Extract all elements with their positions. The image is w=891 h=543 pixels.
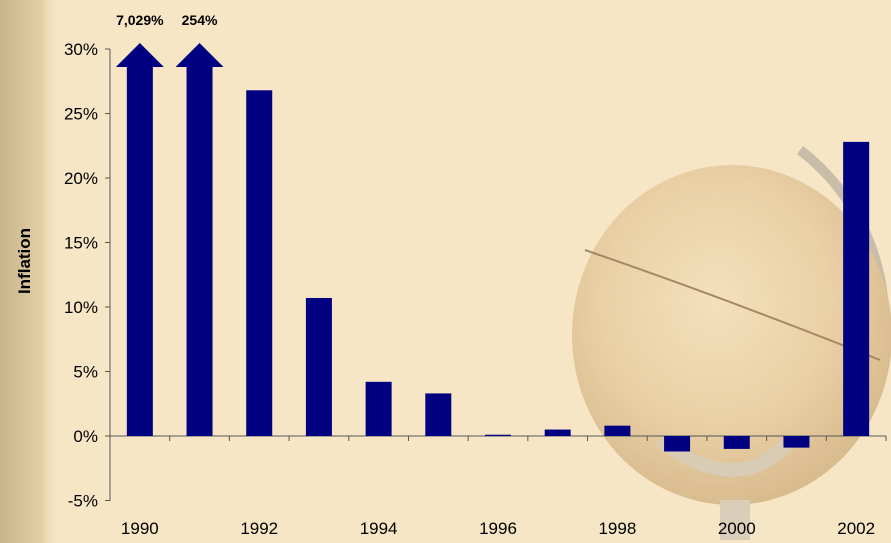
truncated-value-label: 7,029% (116, 12, 164, 28)
truncated-value-label: 254% (182, 12, 218, 28)
x-tick-label: 1996 (479, 519, 517, 538)
x-tick-label: 2002 (837, 519, 875, 538)
x-tick-label: 1990 (121, 519, 159, 538)
bar-1995 (425, 393, 452, 436)
bar-1998 (604, 425, 631, 436)
globe-decoration (572, 146, 891, 540)
y-tick-label: 25% (64, 105, 98, 124)
bar-2001 (783, 436, 810, 448)
bar-1990-arrow (115, 43, 164, 436)
y-tick-label: 5% (73, 363, 98, 382)
left-texture-strip (0, 0, 60, 543)
bar-2002 (843, 141, 870, 436)
bar-1994 (365, 381, 392, 436)
x-tick-label: 1998 (598, 519, 636, 538)
y-tick-label: 0% (73, 427, 98, 446)
x-tick-label: 1994 (360, 519, 398, 538)
bar-2000 (723, 436, 750, 449)
x-tick-label: 1992 (240, 519, 278, 538)
bars (115, 43, 870, 452)
x-tick-label: 2000 (718, 519, 756, 538)
bar-1996 (485, 434, 511, 436)
labels: -5% 0% 5% 10% 15% 20% 25% 30% 1990 1992 1994 1996 19… (64, 12, 875, 538)
bar-1999 (664, 436, 691, 452)
y-tick-label: -5% (68, 492, 98, 511)
y-tick-label: 10% (64, 298, 98, 317)
y-tick-label: 30% (64, 40, 98, 59)
y-tick-label: 20% (64, 169, 98, 188)
y-axis-label: Inflation (15, 228, 34, 294)
bar-1993 (305, 297, 332, 436)
bar-1997 (544, 429, 571, 436)
bar-1992 (246, 90, 273, 436)
bar-1991-arrow (175, 43, 224, 436)
y-tick-label: 15% (64, 234, 98, 253)
